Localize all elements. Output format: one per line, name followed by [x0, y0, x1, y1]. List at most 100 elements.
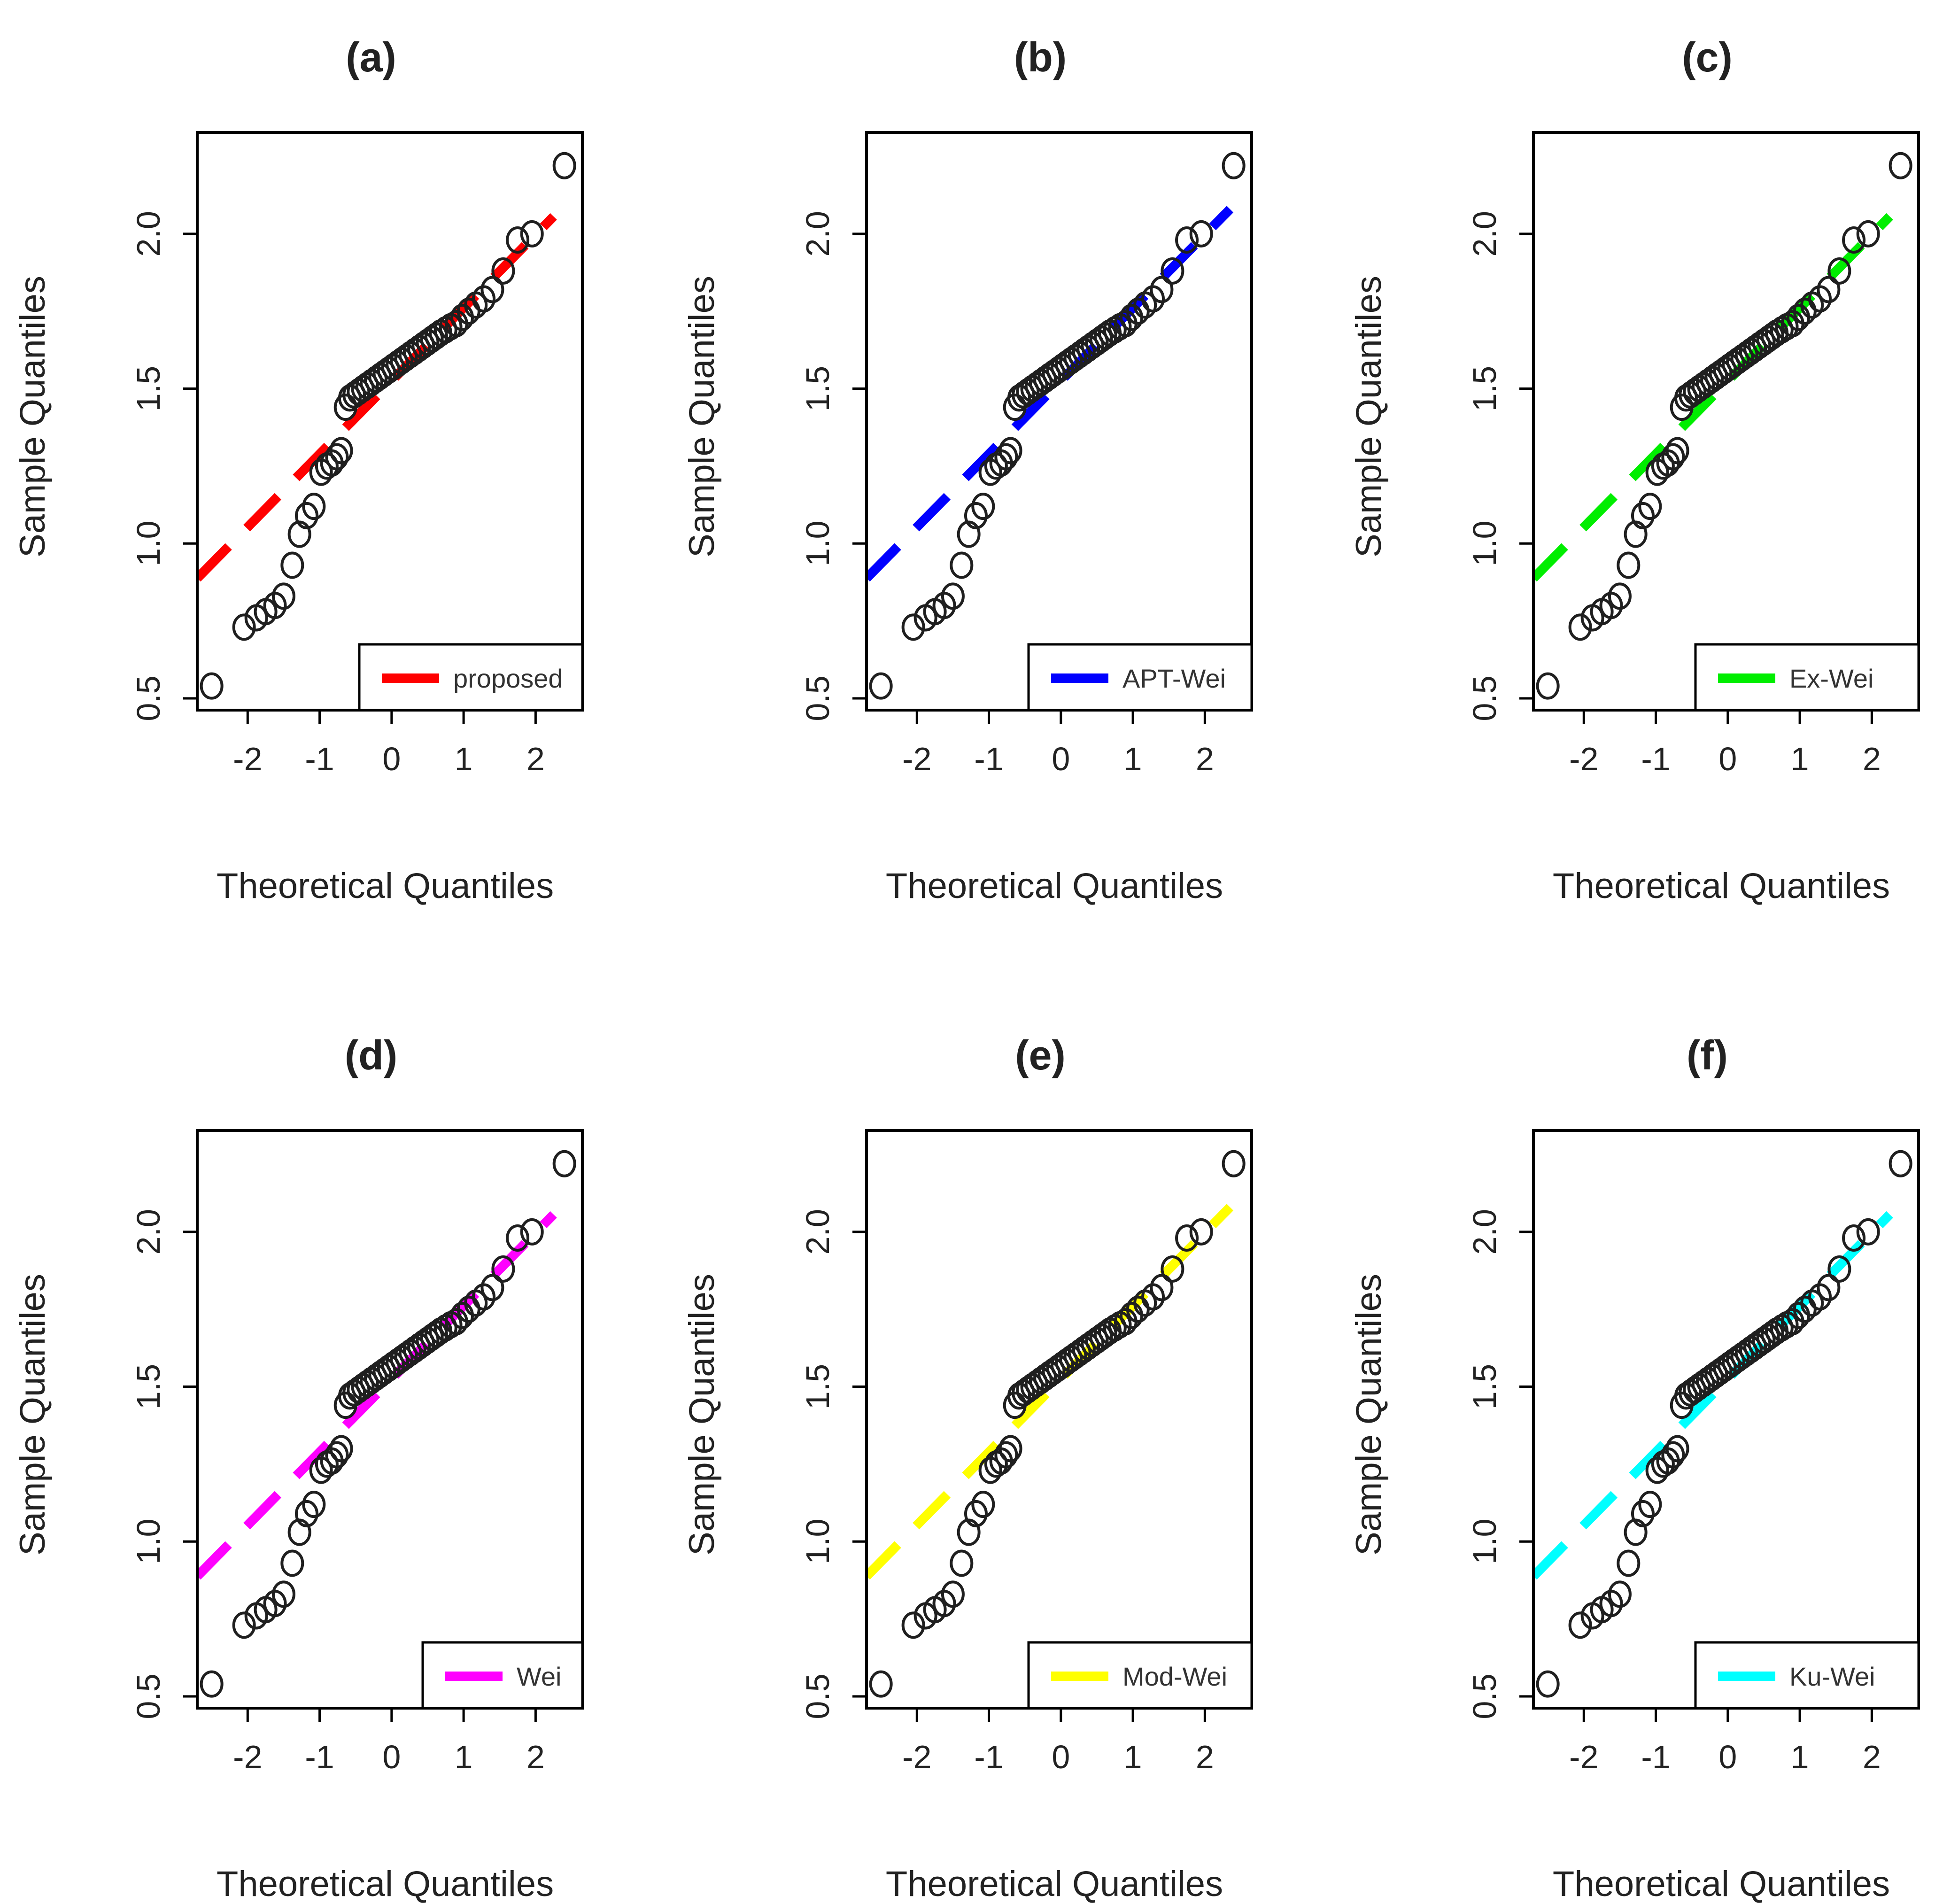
y-tick-label: 2.0 — [799, 211, 836, 256]
data-point — [294, 1500, 318, 1527]
data-point — [1624, 1518, 1648, 1546]
x-tick-label: 1 — [1791, 1739, 1809, 1775]
x-tick-label: 0 — [1052, 1739, 1070, 1775]
data-point — [287, 520, 311, 548]
y-axis-title: Sample Quantiles — [682, 1274, 722, 1556]
data-point — [1175, 226, 1199, 254]
chart-panel-b: (b) -2 -1 0 1 2 0.5 1.0 1.5 2.0 Theoretical Quanti… — [682, 34, 1253, 906]
y-tick-label: 2.0 — [799, 1209, 836, 1254]
y-axis-title: Sample Quantiles — [1349, 276, 1389, 557]
data-point — [280, 1549, 304, 1577]
reference-line — [867, 206, 1234, 582]
data-point — [552, 1150, 576, 1177]
legend: Ex-Wei — [1694, 643, 1920, 712]
x-tick-label: -1 — [1641, 1739, 1670, 1775]
data-point — [1817, 276, 1841, 303]
data-point — [941, 582, 965, 610]
data-point — [329, 1435, 353, 1463]
plot-area — [197, 1150, 576, 1698]
data-point — [1856, 220, 1880, 248]
data-point — [1817, 1274, 1841, 1301]
data-point — [480, 1274, 504, 1301]
data-point — [1189, 220, 1213, 248]
reference-line — [197, 1211, 557, 1580]
data-point — [325, 443, 349, 471]
data-point — [506, 1224, 530, 1252]
y-tick-label: 0.5 — [130, 675, 167, 721]
data-point — [1665, 437, 1689, 464]
data-point — [232, 613, 256, 641]
reference-line — [1533, 213, 1893, 582]
legend: APT-Wei — [1027, 643, 1253, 712]
legend: Ku-Wei — [1694, 1641, 1920, 1710]
y-tick-label: 1.0 — [130, 521, 167, 566]
legend-label: Wei — [517, 1662, 561, 1691]
data-point — [1842, 1224, 1866, 1252]
data-point — [271, 1580, 295, 1608]
y-tick-label: 1.5 — [130, 1364, 167, 1409]
panel-title: (d) — [345, 1032, 397, 1078]
x-tick-label: 1 — [455, 741, 473, 777]
data-point — [1638, 493, 1662, 520]
y-axis-title: Sample Quantiles — [13, 1274, 53, 1556]
x-tick-label: 1 — [1124, 741, 1142, 777]
data-point — [1856, 1218, 1880, 1246]
data-point — [998, 1435, 1022, 1463]
y-tick-label: 1.5 — [799, 366, 836, 411]
data-point — [200, 672, 224, 700]
x-tick-label: 0 — [382, 1739, 401, 1775]
data-point — [901, 613, 925, 641]
data-point — [287, 1518, 311, 1546]
y-tick-label: 0.5 — [799, 1673, 836, 1719]
data-point — [1175, 1224, 1199, 1252]
x-tick-label: -2 — [1569, 1739, 1598, 1775]
data-point — [957, 520, 981, 548]
x-tick-label: 0 — [1052, 741, 1070, 777]
x-axis-title: Theoretical Quantiles — [886, 866, 1223, 906]
y-tick-label: 1.0 — [799, 521, 836, 566]
legend: proposed — [358, 643, 584, 712]
x-axis-title: Theoretical Quantiles — [1553, 1864, 1890, 1904]
data-point — [1150, 1274, 1174, 1301]
data-point — [480, 276, 504, 303]
data-point — [491, 257, 515, 285]
y-tick-label: 1.0 — [799, 1519, 836, 1564]
data-point — [1536, 672, 1560, 700]
y-tick-label: 2.0 — [1466, 211, 1503, 256]
panel-title: (f) — [1687, 1032, 1728, 1078]
data-point — [901, 1611, 925, 1639]
panel-title: (c) — [1682, 34, 1733, 80]
data-point — [1150, 276, 1174, 303]
x-tick-label: -1 — [305, 1739, 334, 1775]
legend-label: Ex-Wei — [1789, 664, 1873, 693]
data-point — [1638, 1491, 1662, 1518]
x-tick-label: -1 — [974, 741, 1003, 777]
x-tick-label: -2 — [1569, 741, 1598, 777]
data-point — [1608, 582, 1632, 610]
data-point — [994, 1441, 1018, 1469]
data-point — [1568, 613, 1592, 641]
y-axis-title: Sample Quantiles — [682, 276, 722, 557]
data-point — [971, 493, 995, 520]
data-point — [1661, 443, 1685, 471]
data-point — [941, 1580, 965, 1608]
data-point — [957, 1518, 981, 1546]
data-point — [971, 1491, 995, 1518]
x-tick-label: 2 — [526, 1739, 545, 1775]
data-point — [506, 226, 530, 254]
chart-panel-c: (c) -2 -1 0 1 2 0.5 1.0 1.5 2.0 Theoretical Quanti… — [1349, 34, 1920, 906]
x-tick-label: 0 — [1718, 741, 1737, 777]
data-point — [1661, 1441, 1685, 1469]
data-point — [1222, 1150, 1246, 1177]
data-point — [1889, 152, 1912, 179]
x-tick-label: 2 — [526, 741, 545, 777]
legend: Mod-Wei — [1027, 1641, 1253, 1710]
x-tick-label: 0 — [1718, 1739, 1737, 1775]
x-tick-label: -2 — [233, 741, 262, 777]
data-point — [552, 152, 576, 179]
data-point — [520, 1218, 544, 1246]
data-point — [302, 493, 326, 520]
chart-panel-f: (f) -2 -1 0 1 2 0.5 1.0 1.5 2.0 Theoretical Quanti… — [1349, 1032, 1920, 1904]
data-point — [1617, 551, 1641, 579]
